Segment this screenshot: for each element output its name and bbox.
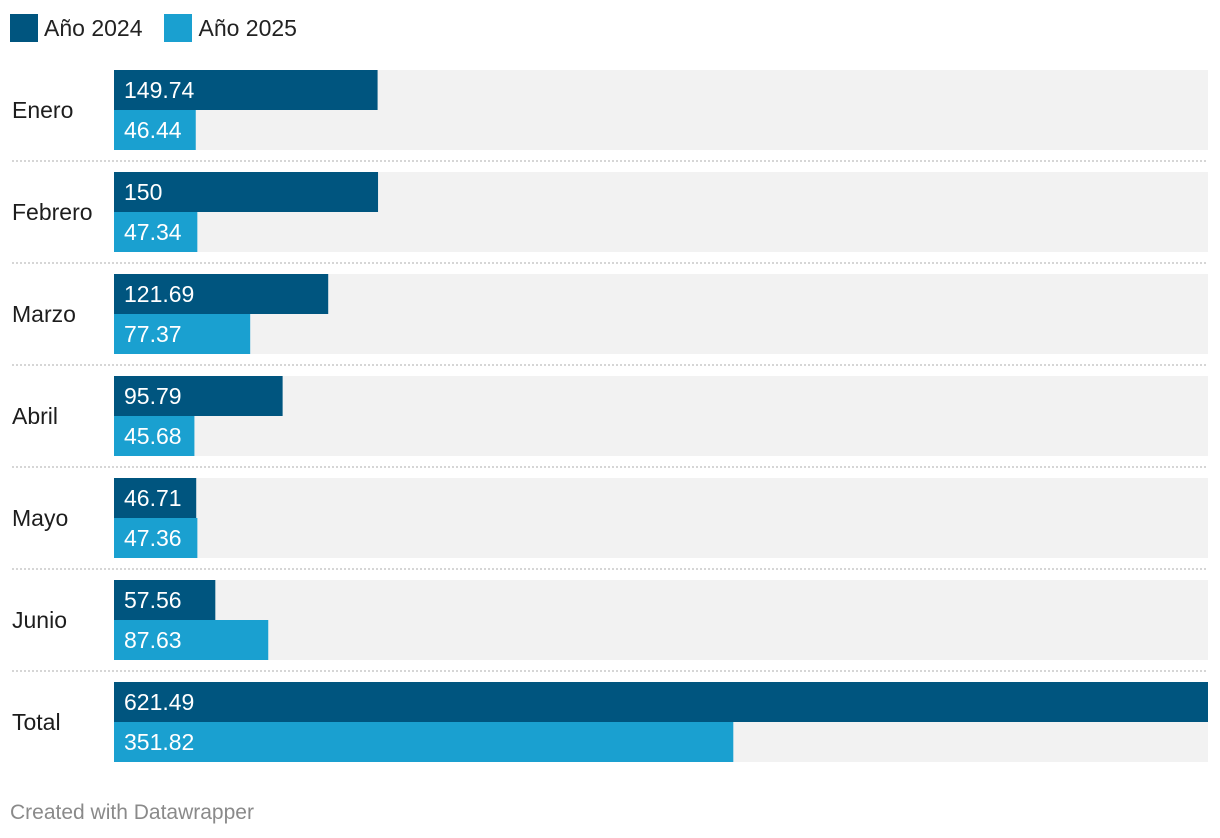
value-label-abril-2025: 45.68 [124,423,182,449]
value-label-enero-2025: 46.44 [124,117,182,143]
value-label-febrero-2024: 150 [124,179,162,205]
category-label-junio: Junio [12,607,67,633]
category-label-marzo: Marzo [12,301,76,327]
bar-abril-2024 [114,376,283,416]
bar-enero-2024 [114,70,378,110]
value-label-febrero-2025: 47.34 [124,219,182,245]
row-background-abril [114,376,1208,456]
bar-junio-2025 [114,620,269,660]
value-label-total-2025: 351.82 [124,729,194,755]
bar-mayo-2025 [114,518,198,558]
category-label-febrero: Febrero [12,199,93,225]
bar-mayo-2024 [114,478,197,518]
row-background-junio [114,580,1208,660]
value-label-mayo-2025: 47.36 [124,525,182,551]
legend-item-2024: Año 2024 [10,14,142,42]
value-label-junio-2024: 57.56 [124,587,182,613]
value-label-marzo-2025: 77.37 [124,321,182,347]
value-label-junio-2025: 87.63 [124,627,182,653]
legend: Año 2024 Año 2025 [10,13,319,43]
legend-label-2024: Año 2024 [44,15,143,41]
bar-junio-2024 [114,580,216,620]
bar-abril-2025 [114,416,195,456]
legend-swatch-2024 [10,14,38,42]
legend-label-2025: Año 2025 [198,15,297,41]
value-label-abril-2024: 95.79 [124,383,182,409]
bar-febrero-2024 [114,172,379,212]
category-label-mayo: Mayo [12,505,68,531]
category-label-enero: Enero [12,97,73,123]
bar-enero-2025 [114,110,196,150]
bar-total-2025 [114,722,734,762]
category-label-abril: Abril [12,403,58,429]
footer-credit: Created with Datawrapper [10,801,254,824]
row-background-mayo [114,478,1208,558]
legend-swatch-2025 [164,14,193,42]
category-label-total: Total [12,709,61,735]
value-label-mayo-2024: 46.71 [124,485,182,511]
bar-marzo-2024 [114,274,329,314]
bar-febrero-2025 [114,212,198,252]
bar-total-2024 [114,682,1208,722]
bar-chart: Enero 149.74 46.44 Febrero 150 47.34 Marzo 121.… [12,70,1208,762]
value-label-enero-2024: 149.74 [124,77,195,103]
value-label-marzo-2024: 121.69 [124,281,194,307]
bar-marzo-2025 [114,314,251,354]
legend-item-2025: Año 2025 [164,14,297,42]
value-label-total-2024: 621.49 [124,689,194,715]
